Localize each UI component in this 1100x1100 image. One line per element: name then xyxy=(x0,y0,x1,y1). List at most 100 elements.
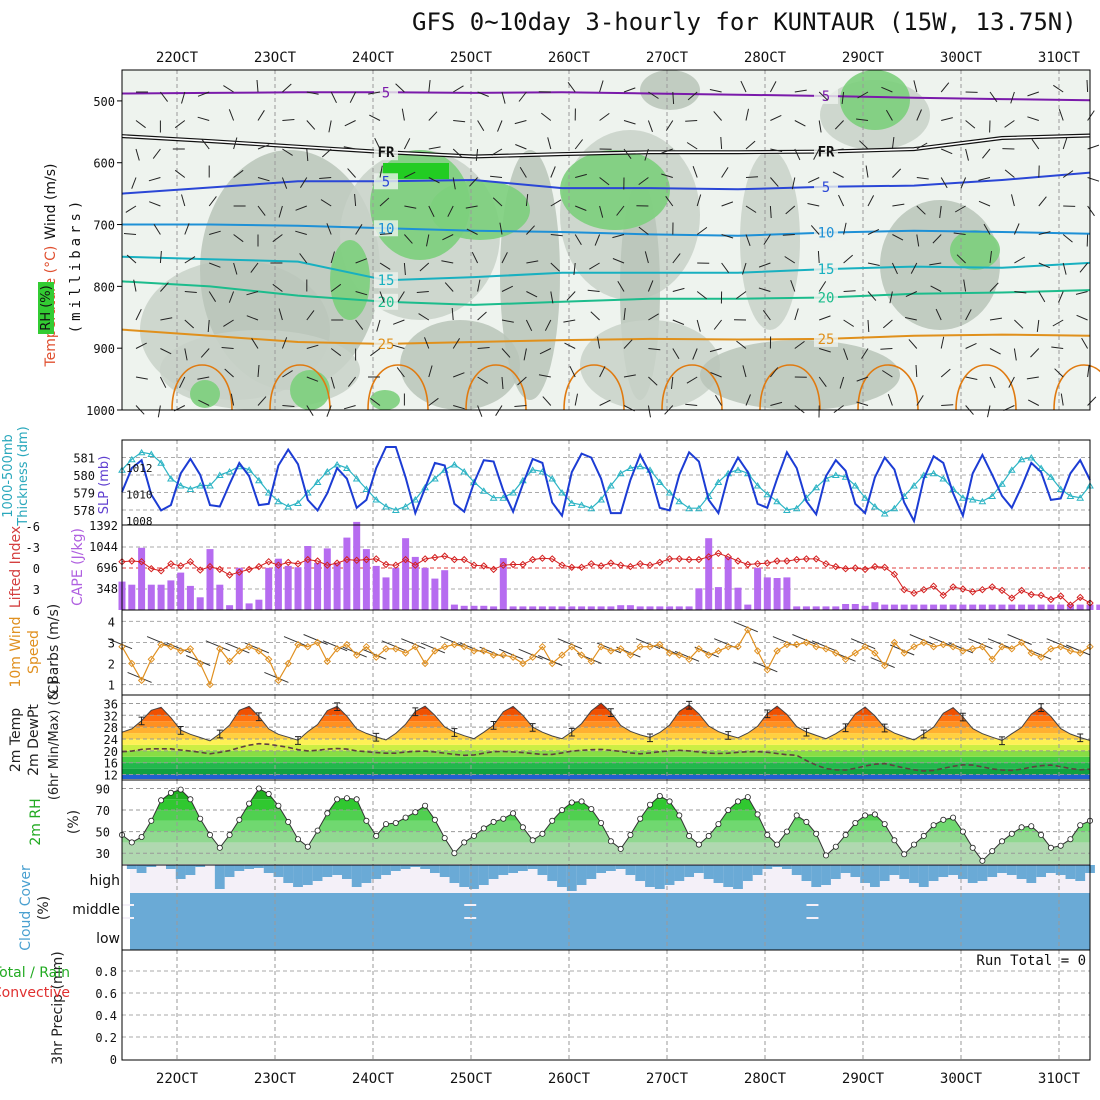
wind-barb xyxy=(466,228,478,235)
lifted-index-point xyxy=(470,561,478,569)
cape-bar xyxy=(881,604,889,610)
wind-barb xyxy=(867,262,880,266)
wind-barb xyxy=(501,319,514,323)
cape-bar xyxy=(519,606,527,610)
wind-speed-point xyxy=(802,638,811,647)
wind-speed-point xyxy=(362,642,371,651)
cloud-gap xyxy=(122,917,134,919)
isotherm-label-bg xyxy=(814,224,838,241)
wind-barb xyxy=(965,342,977,349)
wind-barb xyxy=(355,319,364,330)
cape-bar xyxy=(705,538,713,610)
wind-barb xyxy=(424,337,430,349)
wind-barb xyxy=(159,376,167,388)
cloud-high-bar xyxy=(175,865,186,879)
rh-band xyxy=(122,782,1090,788)
wind-barb xyxy=(769,205,772,219)
ylabel-text: 2m Temp xyxy=(8,708,24,772)
wind-barb xyxy=(867,228,880,235)
wind-barb xyxy=(1087,144,1100,150)
wind-barb xyxy=(647,120,653,132)
cape-bar xyxy=(499,558,507,610)
wind-barb xyxy=(929,636,954,648)
wind-barb xyxy=(1013,348,1017,361)
wind-barb xyxy=(714,394,723,406)
isotherm-label-bg xyxy=(374,220,398,237)
thickness-point xyxy=(1076,494,1085,501)
isotherm-label-bg xyxy=(814,261,838,278)
wind-speed-point xyxy=(704,651,713,659)
cloud-high-bar xyxy=(713,865,724,883)
cloud-high-bar xyxy=(185,865,196,875)
wind-barb xyxy=(159,91,169,102)
thickness-point xyxy=(1037,464,1045,471)
rh-point xyxy=(539,830,546,837)
wind-barb xyxy=(343,405,356,410)
wind-barb xyxy=(306,310,315,321)
wind-barb xyxy=(347,376,357,387)
cloud-high-bar xyxy=(410,865,421,867)
cloud-high-bar xyxy=(889,865,900,875)
rh-point xyxy=(402,814,409,821)
wind-speed-point xyxy=(988,655,996,664)
lifted-index-point xyxy=(792,555,801,564)
lifted-index-point xyxy=(274,561,283,569)
wind-barb xyxy=(965,148,969,161)
minmax-marker xyxy=(1077,733,1084,743)
rh-point xyxy=(1018,824,1025,831)
wind-barb xyxy=(396,367,405,378)
wind-barb xyxy=(740,80,747,93)
isotherm-line xyxy=(121,171,1091,195)
rh-point xyxy=(334,796,341,803)
wind-speed-point xyxy=(323,657,332,666)
lifted-index-point xyxy=(323,561,332,569)
thickness-point xyxy=(274,497,283,505)
wind-barb xyxy=(306,376,319,382)
temperature-tick-label: 12 xyxy=(104,769,118,783)
time-tick-label-top: 28OCT xyxy=(744,50,787,66)
thickness-point xyxy=(362,485,371,492)
rh-point xyxy=(490,818,497,825)
lifted-index-point xyxy=(949,583,957,591)
wind-barb xyxy=(758,287,771,292)
wind-barb xyxy=(594,234,601,246)
lifted-index-point xyxy=(137,557,146,566)
rh-point xyxy=(275,802,282,809)
minmax-marker xyxy=(920,729,927,739)
wind-barb xyxy=(941,404,954,406)
cloud-high-bar xyxy=(273,865,284,877)
wind-barb xyxy=(426,234,430,247)
wind-tick-label: 4 xyxy=(108,615,115,629)
wind-barb xyxy=(184,291,197,293)
surface-temperature-loops xyxy=(171,364,1100,411)
wind-barb xyxy=(404,171,416,178)
wind-barb xyxy=(223,319,234,327)
wind-barb xyxy=(491,148,503,156)
cape-bar xyxy=(724,556,732,610)
wind-barb xyxy=(891,137,895,150)
wind-speed-point xyxy=(900,649,908,657)
isotherm-label-bg xyxy=(814,178,838,195)
thickness-point xyxy=(264,489,273,496)
thickness-point xyxy=(831,471,840,478)
rh-point xyxy=(236,816,243,823)
panel-ylabel: (millibars) xyxy=(68,197,84,334)
rh-point xyxy=(1057,842,1064,849)
wind-barb xyxy=(230,393,235,406)
thickness-point xyxy=(851,482,860,489)
cape-bar xyxy=(284,565,292,610)
wind-barb xyxy=(647,280,654,292)
cloud-high-bar xyxy=(1065,865,1076,879)
wind-barb xyxy=(574,393,578,406)
minmax-marker xyxy=(216,729,223,739)
wind-barb xyxy=(644,251,649,264)
wind-barb xyxy=(599,399,611,406)
wind-barb xyxy=(623,120,636,125)
thickness-point xyxy=(675,497,684,505)
wind-barb xyxy=(989,251,992,264)
wind-barb xyxy=(477,120,485,132)
wind-barb xyxy=(810,225,820,235)
wind-barb xyxy=(518,648,543,660)
cloud-high-bar xyxy=(1036,865,1047,877)
wind-barb xyxy=(1027,399,1040,406)
